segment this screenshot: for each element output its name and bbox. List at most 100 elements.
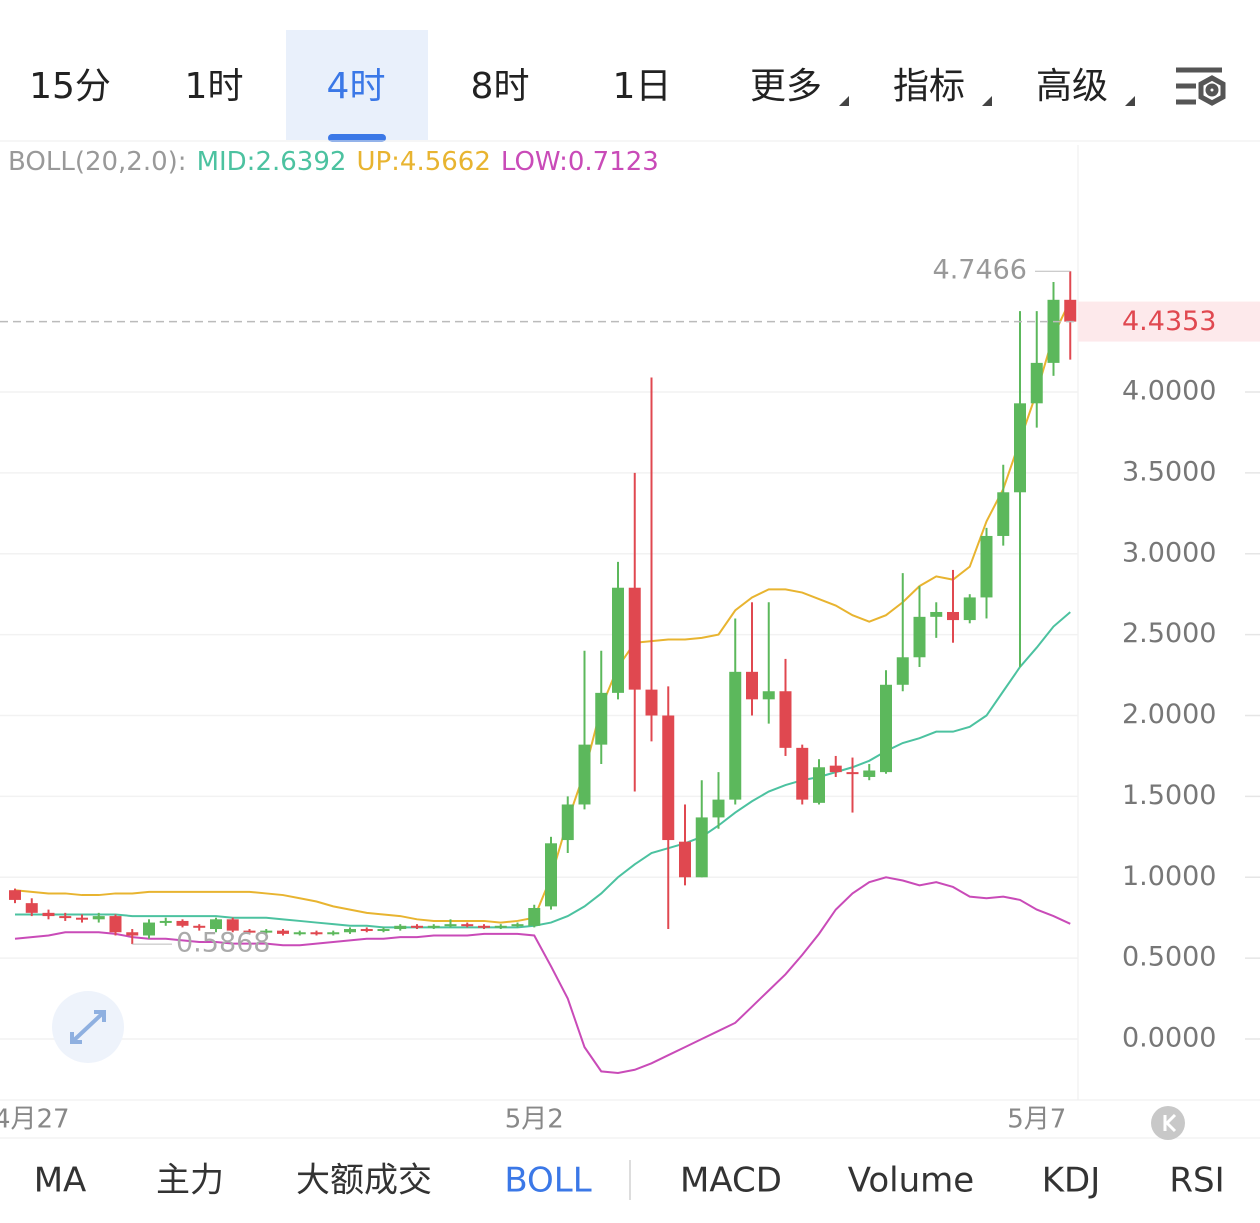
y-tick-label: 0.5000 xyxy=(1122,942,1216,973)
high-marker-label: 4.7466 xyxy=(933,255,1027,286)
candle-body xyxy=(193,925,206,928)
candle-body xyxy=(25,903,38,913)
y-tick-label: 1.5000 xyxy=(1122,780,1216,811)
legend-label: BOLL(20,2.0): xyxy=(8,147,187,177)
timeframe-tab[interactable]: 指标 xyxy=(893,66,965,107)
candle-body xyxy=(494,925,507,928)
candle-body xyxy=(796,747,809,800)
y-tick-label: 2.5000 xyxy=(1122,618,1216,649)
candle-body xyxy=(746,671,758,700)
boll-line xyxy=(15,611,1071,929)
candle-body xyxy=(997,492,1010,536)
candle-body xyxy=(662,715,675,841)
legend-value: 2.6392 xyxy=(255,147,346,177)
icons xyxy=(52,67,1226,1140)
candle-body xyxy=(846,772,859,775)
candle-body xyxy=(344,929,356,933)
indicator-tab[interactable]: Volume xyxy=(848,1161,974,1201)
candle-body xyxy=(126,932,139,936)
candle-body xyxy=(226,919,239,931)
dropdown-caret xyxy=(982,96,992,106)
indicator-tab[interactable]: 大额成交 xyxy=(296,1161,432,1201)
candle-body xyxy=(628,587,641,690)
dropdown-caret xyxy=(1125,96,1135,106)
candle-body xyxy=(963,597,976,621)
y-tick-label: 3.0000 xyxy=(1122,537,1216,568)
candle-body xyxy=(277,930,289,934)
legend-name: MID: xyxy=(197,147,256,177)
candle-body xyxy=(109,916,122,933)
y-tick-label: 2.0000 xyxy=(1122,699,1216,730)
candle-body xyxy=(327,932,340,935)
active-tab-bg xyxy=(286,30,428,140)
timeframe-tab[interactable]: 更多 xyxy=(750,66,822,107)
candle-body xyxy=(176,920,189,926)
timeframe-tab[interactable]: 高级 xyxy=(1036,66,1108,107)
candle-body xyxy=(545,843,557,907)
settings-icon[interactable] xyxy=(1176,67,1226,106)
candle-body xyxy=(762,691,775,700)
legend-name: LOW: xyxy=(501,147,568,177)
y-tick-label: 0.0000 xyxy=(1122,1023,1216,1054)
candle-body xyxy=(377,929,390,932)
timeframe-tab[interactable]: 1日 xyxy=(613,66,672,107)
candle-body xyxy=(9,890,21,900)
indicator-tab[interactable]: MA xyxy=(34,1161,87,1201)
candle-body xyxy=(829,765,842,773)
candle-body xyxy=(1014,403,1026,493)
candle-body xyxy=(210,919,222,930)
legend-name: UP: xyxy=(356,147,399,177)
timeframe-tab[interactable]: 1时 xyxy=(185,66,244,107)
candle-body xyxy=(578,744,591,805)
candle-body xyxy=(712,799,725,818)
y-tick-label: 4.0000 xyxy=(1122,375,1216,406)
boll-line xyxy=(14,299,1072,924)
y-tick-label: 1.0000 xyxy=(1122,861,1216,892)
candle-body xyxy=(159,920,172,923)
candle-body xyxy=(42,912,55,917)
indicator-tab[interactable]: RSI xyxy=(1169,1161,1224,1201)
timeframe-tab[interactable]: 8时 xyxy=(471,66,530,107)
candle-body xyxy=(1030,362,1043,404)
candle-body xyxy=(444,924,457,927)
legend-value: 4.5662 xyxy=(400,147,491,177)
legend-value: 0.7123 xyxy=(568,147,659,177)
candle-body xyxy=(880,684,892,773)
dropdown-caret xyxy=(839,96,849,106)
price-label-bg xyxy=(1078,301,1260,342)
timeframe-tab[interactable]: 15分 xyxy=(29,66,111,107)
indicator-tab[interactable]: KDJ xyxy=(1042,1161,1101,1201)
indicator-tab[interactable]: BOLL xyxy=(504,1161,591,1201)
candle-body xyxy=(595,692,608,745)
scroll-back-icon[interactable] xyxy=(1151,1106,1185,1140)
expand-icon[interactable] xyxy=(52,991,124,1063)
candle-body xyxy=(896,657,909,685)
candle-body xyxy=(947,611,959,621)
candle-body xyxy=(645,689,658,716)
timeframe-tab[interactable]: 4时 xyxy=(327,66,386,107)
candle-body xyxy=(92,916,105,920)
candle-body xyxy=(243,930,256,933)
candle-body xyxy=(679,841,691,878)
candle-body xyxy=(394,925,407,930)
y-tick-label: 3.5000 xyxy=(1122,456,1216,487)
candle-body xyxy=(729,671,742,800)
candle-body xyxy=(913,616,926,658)
candle-body xyxy=(528,907,541,926)
candle-body xyxy=(1064,299,1077,322)
active-tab-underline xyxy=(328,134,386,142)
low-marker-label: 0.5868 xyxy=(176,928,270,959)
candle-body xyxy=(360,929,373,932)
candle-body xyxy=(260,930,273,933)
indicator-tab[interactable]: 主力 xyxy=(156,1161,224,1201)
x-tick-label: 5月2 xyxy=(505,1105,564,1135)
candle-body xyxy=(930,611,943,617)
indicator-legend: BOLL(20,2.0): MID:2.6392 UP:4.5662 LOW:0.71… xyxy=(8,147,659,177)
candle-body xyxy=(461,924,474,927)
candle-body xyxy=(779,691,792,748)
candle-body xyxy=(143,922,155,936)
indicator-tab[interactable]: MACD xyxy=(680,1161,782,1201)
candle-body xyxy=(863,770,876,777)
candle-body xyxy=(1047,299,1060,363)
